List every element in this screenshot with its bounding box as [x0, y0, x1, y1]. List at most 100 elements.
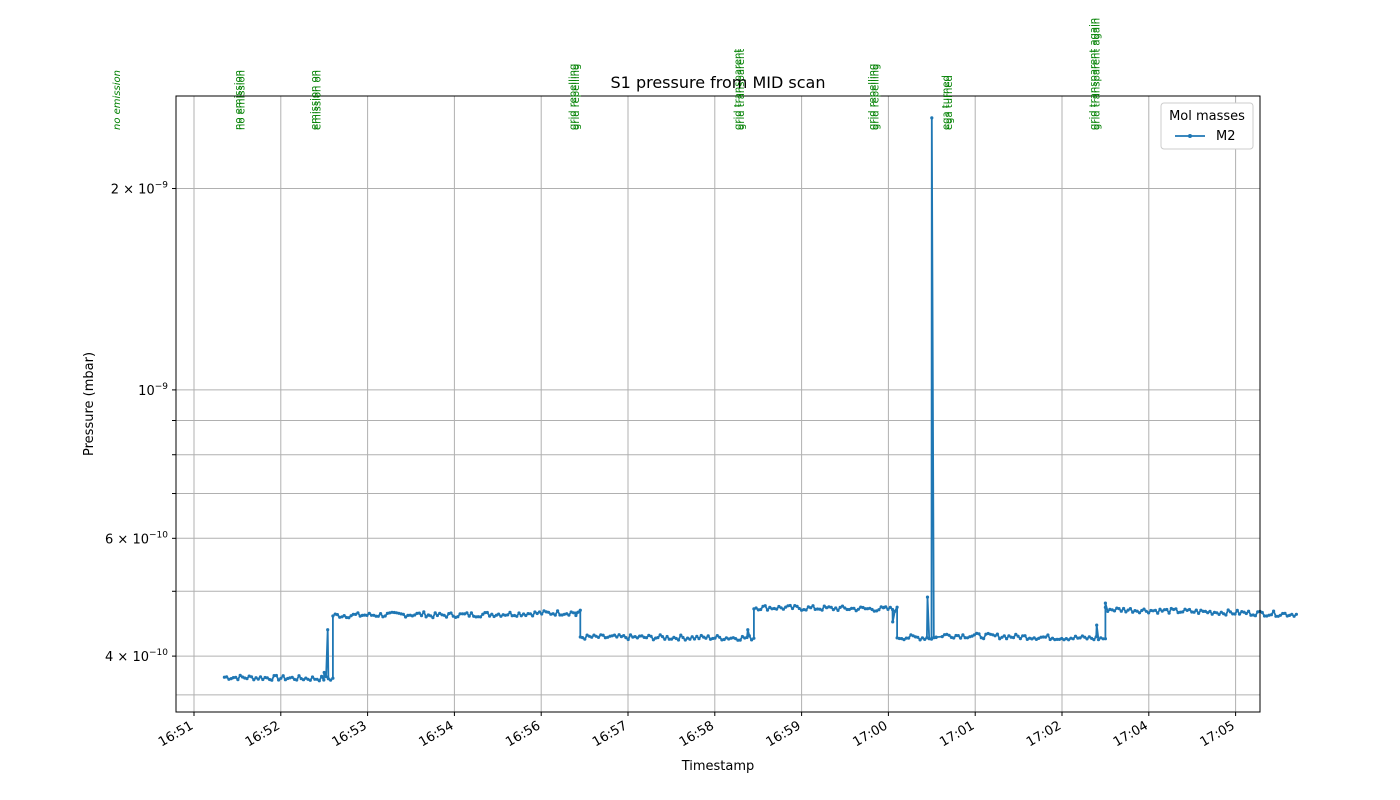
data-point [683, 638, 687, 642]
annotation-label: emission on [309, 70, 320, 130]
data-point [1128, 607, 1132, 611]
data-point [947, 633, 951, 637]
data-point [775, 607, 779, 611]
data-point [667, 637, 671, 641]
data-point [519, 614, 523, 618]
data-point [781, 607, 786, 611]
data-point [367, 611, 371, 615]
data-point [1112, 609, 1117, 613]
data-point [890, 607, 895, 612]
y-tick-label: 6 × 10−10 [105, 530, 168, 547]
data-point [406, 613, 410, 618]
annotation-label: grid repelling [867, 64, 878, 130]
data-point [1119, 609, 1123, 613]
data-point [1162, 608, 1167, 612]
data-point [342, 614, 346, 618]
data-point [920, 636, 925, 640]
data-point [458, 612, 462, 616]
data-point [310, 675, 315, 679]
data-point [558, 613, 562, 617]
data-point [274, 673, 278, 678]
data-point [1165, 607, 1169, 612]
data-point [916, 635, 920, 639]
data-point [356, 611, 360, 615]
data-point [331, 676, 335, 680]
data-point [1249, 613, 1253, 617]
data-point [225, 675, 229, 679]
data-point [517, 611, 521, 615]
data-point [1137, 611, 1142, 615]
data-point [344, 615, 349, 620]
data-point [1078, 636, 1082, 640]
annotation-label: emission on [312, 70, 323, 130]
data-point [238, 673, 242, 678]
data-point [526, 612, 530, 616]
data-point [697, 637, 701, 641]
data-point [665, 634, 669, 639]
data-point [424, 615, 428, 619]
data-point [1228, 610, 1232, 614]
data-point [497, 612, 501, 616]
data-point [431, 616, 435, 620]
data-point [1224, 613, 1228, 617]
data-point [1147, 611, 1151, 615]
data-point [528, 612, 533, 616]
data-point [1290, 612, 1294, 616]
data-point [1083, 635, 1087, 639]
data-point [326, 628, 330, 632]
data-point [1124, 610, 1128, 614]
data-point [365, 613, 369, 618]
annotation-label: no emission [234, 70, 245, 130]
data-point [663, 637, 667, 641]
data-point [790, 606, 795, 611]
data-point [469, 611, 473, 615]
data-point [934, 635, 938, 639]
data-point [797, 606, 801, 611]
data-point [681, 635, 685, 640]
data-point [322, 670, 326, 675]
data-point [256, 677, 260, 681]
legend-title: Mol masses [1169, 109, 1245, 124]
data-point [335, 613, 339, 617]
data-point [886, 607, 890, 612]
data-point [1219, 610, 1223, 614]
data-point [615, 635, 619, 639]
data-point [583, 637, 587, 641]
data-point [1055, 637, 1059, 642]
legend-entry-m2: M2 [1216, 129, 1236, 144]
data-point [1094, 635, 1098, 639]
data-point [1067, 638, 1071, 642]
data-point [713, 636, 717, 640]
data-point [977, 632, 981, 636]
data-point [1096, 638, 1101, 642]
data-point [234, 675, 238, 679]
data-point [580, 636, 585, 640]
data-point [1106, 609, 1110, 614]
data-point [956, 634, 960, 638]
data-point [390, 610, 394, 614]
data-point [1244, 611, 1248, 616]
data-point [1272, 609, 1276, 613]
data-point [877, 608, 881, 612]
data-point [567, 613, 571, 617]
data-point [442, 613, 446, 617]
data-point [840, 604, 845, 608]
data-point [1016, 634, 1020, 638]
data-point [897, 636, 902, 641]
y-tick-label: 4 × 10−10 [105, 648, 168, 665]
data-point [531, 614, 535, 618]
data-point [290, 675, 294, 679]
data-point [467, 614, 471, 618]
data-point [1210, 612, 1214, 616]
data-point [1144, 609, 1148, 613]
data-point [763, 604, 767, 608]
data-point [759, 607, 763, 612]
data-point [1294, 612, 1298, 616]
y-tick-label: 2 × 10−9 [111, 181, 169, 198]
data-point [506, 613, 510, 617]
data-point [297, 674, 301, 678]
data-point [676, 638, 681, 642]
data-point [1122, 606, 1126, 611]
data-point [1235, 608, 1239, 613]
data-point [640, 634, 644, 638]
